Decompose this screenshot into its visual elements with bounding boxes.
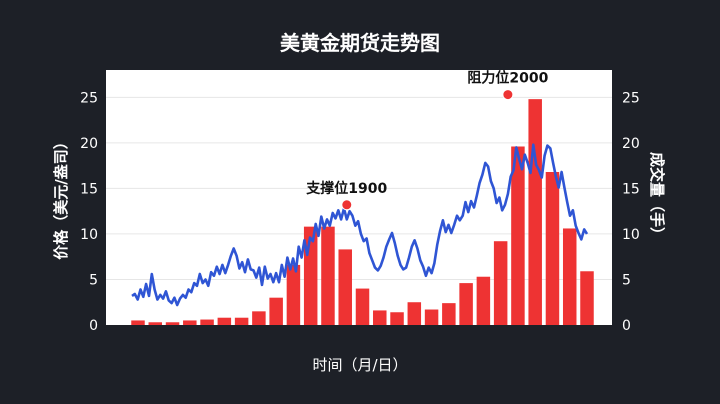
right-tick-label: 0 xyxy=(622,318,631,334)
right-tick-label: 25 xyxy=(622,90,640,106)
volume-bar xyxy=(355,288,370,325)
left-tick-label: 25 xyxy=(80,90,98,106)
volume-bar xyxy=(269,297,283,325)
volume-bar xyxy=(459,283,473,325)
annotation-marker xyxy=(341,199,353,211)
x-axis-label: 时间（月/日） xyxy=(312,356,407,374)
volume-bar xyxy=(217,317,232,325)
volume-bar xyxy=(493,241,508,325)
volume-bar xyxy=(321,226,335,325)
left-tick-label: 5 xyxy=(89,272,98,288)
volume-bar xyxy=(528,99,542,326)
right-tick-label: 20 xyxy=(622,136,640,152)
chart-title: 美黄金期货走势图 xyxy=(280,31,440,55)
volume-bar xyxy=(286,264,301,325)
annotation-markers: 支撑位1900 阻力位2000 xyxy=(305,70,549,211)
volume-bar xyxy=(580,271,594,325)
annotation-marker xyxy=(502,89,514,101)
volume-bar xyxy=(442,303,456,325)
right-axis-ticks: 0 5 10 15 20 25 xyxy=(622,90,640,334)
right-tick-label: 5 xyxy=(622,272,631,288)
volume-bar xyxy=(183,320,197,325)
volume-bar xyxy=(545,172,560,325)
grid-lines xyxy=(106,96,612,280)
plot-area xyxy=(106,70,612,325)
left-tick-label: 20 xyxy=(80,136,98,152)
volume-bars xyxy=(131,99,594,326)
left-tick-label: 0 xyxy=(89,318,98,334)
left-tick-label: 10 xyxy=(80,227,98,243)
annotation-label: 阻力位2000 xyxy=(467,70,548,87)
volume-bar xyxy=(562,228,577,325)
price-line-group xyxy=(131,143,589,307)
right-tick-label: 10 xyxy=(622,227,640,243)
left-axis-ticks: 0 5 10 15 20 25 xyxy=(80,90,98,334)
volume-bar xyxy=(252,311,266,325)
price-line xyxy=(131,143,589,307)
volume-bar xyxy=(234,317,249,325)
volume-bar xyxy=(338,249,352,325)
volume-bar xyxy=(373,310,387,325)
volume-bar xyxy=(476,276,491,325)
volume-bar xyxy=(407,302,422,325)
volume-bar xyxy=(165,322,180,325)
volume-bar xyxy=(390,312,404,325)
volume-bar xyxy=(131,320,145,325)
volume-bar xyxy=(200,319,214,325)
y-axis-label-right: 成交量（手） xyxy=(648,152,666,242)
volume-bar xyxy=(511,146,525,325)
right-tick-label: 15 xyxy=(622,181,640,197)
annotation-label: 支撑位1900 xyxy=(305,180,387,197)
volume-bar xyxy=(148,322,163,325)
volume-bar xyxy=(424,309,439,325)
left-tick-label: 15 xyxy=(80,181,98,197)
y-axis-label-left: 价格（美元/盎司） xyxy=(52,134,70,259)
